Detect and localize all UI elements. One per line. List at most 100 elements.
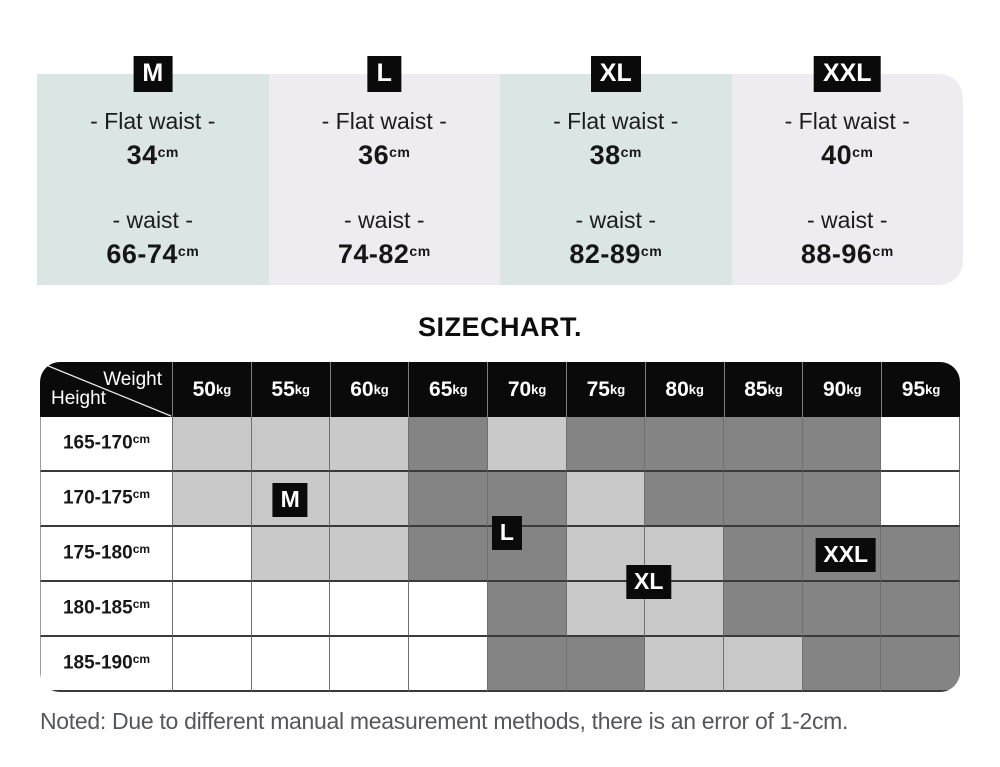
waist-label: - waist - [344, 207, 425, 233]
fit-cell [644, 472, 723, 527]
flat-waist-section: - Flat waist - 34cm [37, 74, 269, 192]
waist-section: - waist - 74-82cm [269, 192, 501, 285]
fit-cell [880, 472, 960, 527]
size-marker-badge: M [272, 482, 308, 517]
size-card: L - Flat waist - 36cm - waist - 74-82cm [268, 56, 501, 285]
fit-cell [722, 582, 802, 637]
flat-waist-section: - Flat waist - 40cm [732, 74, 964, 192]
weight-height-corner-cell: Weight Height [40, 362, 172, 417]
weight-column-header: 50 kg [172, 362, 251, 417]
size-badge: XXL [813, 56, 881, 92]
fit-cell [801, 637, 881, 692]
table-row: 170-175cm [40, 472, 960, 527]
fit-cell [250, 417, 330, 472]
waist-value: 66-74cm [106, 239, 200, 269]
flat-waist-value: 40cm [821, 139, 874, 170]
size-cards: M - Flat waist - 34cm - waist - 66-74cm … [37, 56, 964, 285]
size-badge: L [367, 56, 401, 92]
flat-waist-section: - Flat waist - 38cm [500, 74, 732, 192]
flat-waist-section: - Flat waist - 36cm [269, 74, 501, 192]
waist-value: 82-89cm [569, 239, 663, 269]
fit-cell [565, 637, 645, 692]
fit-cell [172, 472, 251, 527]
weight-column-header: 65 kg [408, 362, 487, 417]
weight-column-header: 85 kg [723, 362, 803, 417]
fit-cell [486, 417, 566, 472]
size-marker-badge: XXL [815, 537, 877, 572]
waist-value: 74-82cm [337, 239, 431, 269]
fit-cell [408, 417, 487, 472]
size-card: XL - Flat waist - 38cm - waist - 82-89cm [500, 56, 732, 285]
fit-cell [722, 417, 802, 472]
page-title: SIZECHART. [417, 312, 582, 342]
flat-waist-label: - Flat waist - [784, 107, 910, 134]
fit-cell [880, 637, 960, 692]
fit-cell [172, 527, 251, 582]
fit-cell [408, 472, 487, 527]
waist-section: - waist - 88-96cm [732, 192, 964, 285]
fit-cell [250, 582, 330, 637]
fit-cell [722, 472, 802, 527]
table-row: 185-190cm [40, 637, 960, 692]
table-row: 175-180cm [40, 527, 960, 582]
fit-cell [329, 637, 409, 692]
sizechart-table: Weight Height 50 kg 55 kg 60 kg 65 kg 70 kg 7… [40, 362, 960, 692]
size-marker-badge: XL [626, 565, 672, 599]
fit-cell [722, 527, 802, 582]
flat-waist-label: - Flat waist - [553, 107, 679, 134]
fit-cell [565, 417, 645, 472]
flat-waist-label: - Flat waist - [90, 107, 216, 134]
weight-column-header: 70 kg [487, 362, 566, 417]
weight-column-header: 60 kg [329, 362, 409, 417]
fit-cell [644, 417, 723, 472]
waist-label: - waist - [575, 207, 657, 233]
fit-cell [408, 527, 487, 582]
height-row-header: 170-175cm [40, 472, 172, 527]
waist-value: 88-96cm [800, 239, 894, 269]
fit-cell [565, 472, 645, 527]
waist-section: - waist - 82-89cm [500, 192, 732, 285]
fit-cell [722, 637, 802, 692]
height-row-header: 185-190cm [40, 637, 172, 692]
table-header-row: Weight Height 50 kg 55 kg 60 kg 65 kg 70 kg 7… [40, 362, 960, 417]
flat-waist-value: 34cm [126, 139, 179, 170]
fit-cell [329, 527, 409, 582]
fit-cell [801, 472, 881, 527]
table-row: 165-170cm [40, 417, 960, 472]
size-badge: M [133, 56, 173, 92]
height-row-header: 175-180cm [40, 527, 172, 582]
diagonal-divider [40, 362, 172, 417]
height-row-header: 180-185cm [40, 582, 172, 637]
weight-column-header: 55 kg [250, 362, 330, 417]
size-card: XXL - Flat waist - 40cm - waist - 88-96c… [731, 56, 964, 285]
size-badge: XL [590, 56, 641, 92]
fit-cell [172, 637, 251, 692]
fit-cell [486, 582, 566, 637]
weight-column-header: 75 kg [565, 362, 645, 417]
table-body: 165-170cm 170-175cm 175-180cm 180-185cm … [40, 417, 960, 692]
fit-cell [801, 582, 881, 637]
flat-waist-label: - Flat waist - [321, 107, 447, 134]
fit-cell [644, 637, 723, 692]
weight-column-header: 90 kg [802, 362, 881, 417]
flat-waist-value: 38cm [589, 139, 642, 170]
weight-column-header: 95 kg [881, 362, 960, 417]
fit-cell [486, 637, 566, 692]
fit-cell [408, 582, 487, 637]
fit-cell [880, 527, 960, 582]
weight-column-header: 80 kg [644, 362, 724, 417]
table-row: 180-185cm [40, 582, 960, 637]
fit-cell [880, 417, 960, 472]
height-axis-label: Height [51, 388, 106, 409]
fit-cell [329, 472, 409, 527]
waist-label: - waist - [112, 207, 194, 233]
waist-label: - waist - [807, 207, 888, 233]
waist-section: - waist - 66-74cm [37, 192, 269, 285]
flat-waist-value: 36cm [358, 139, 411, 170]
size-marker-badge: L [491, 515, 522, 550]
height-row-header: 165-170cm [40, 417, 172, 472]
fit-cell [172, 417, 251, 472]
fit-cell [250, 637, 330, 692]
fit-cell [329, 417, 409, 472]
